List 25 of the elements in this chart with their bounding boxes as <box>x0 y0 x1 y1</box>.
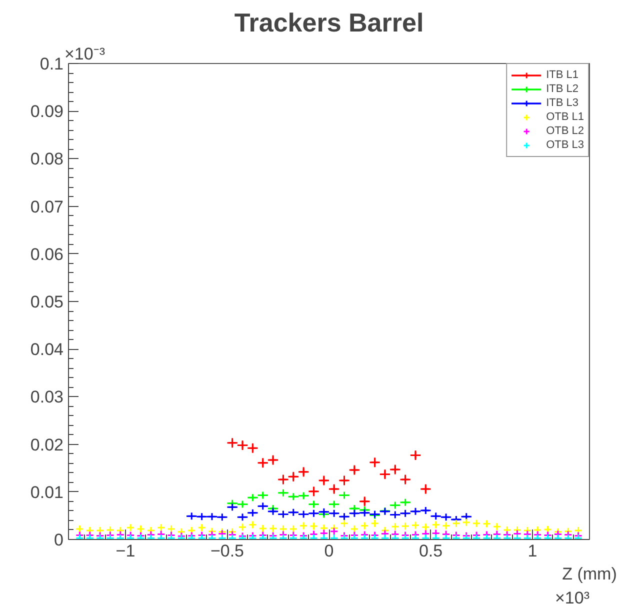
legend-label: ITB L1 <box>546 68 578 82</box>
y-tick-label: 0.09 <box>30 102 64 122</box>
y-tick-label: 0.02 <box>30 435 64 454</box>
x-tick-label: 0.5 <box>418 542 443 560</box>
x-axis-title: Z (mm) <box>562 564 617 584</box>
x-tick-label: 0 <box>324 542 334 560</box>
legend-label: ITB L2 <box>546 82 578 96</box>
legend-label: ITB L3 <box>546 96 578 110</box>
text: ×10³ <box>555 588 590 607</box>
x-tick-label: −1 <box>116 542 136 560</box>
text: ×10⁻³ <box>64 44 106 64</box>
y-tick-label: 0.1 <box>40 54 64 74</box>
legend-label: OTB L3 <box>546 138 584 152</box>
y-tick-label: 0.06 <box>30 244 64 264</box>
y-tick-label: 0.03 <box>30 388 64 407</box>
y-tick-label: 0.08 <box>30 150 64 169</box>
legend-label: OTB L2 <box>546 124 584 138</box>
x-tick-label: 1 <box>528 542 538 560</box>
y-tick-label: 0.05 <box>30 292 64 312</box>
y-tick-label: 0.04 <box>30 340 64 360</box>
y-tick-label: 0.07 <box>30 197 64 216</box>
y-tick-label: 0.01 <box>30 482 64 502</box>
chart-title: Trackers Barrel <box>234 8 424 38</box>
legend-label: OTB L1 <box>546 110 584 124</box>
x-tick-label: −0.5 <box>210 542 244 560</box>
